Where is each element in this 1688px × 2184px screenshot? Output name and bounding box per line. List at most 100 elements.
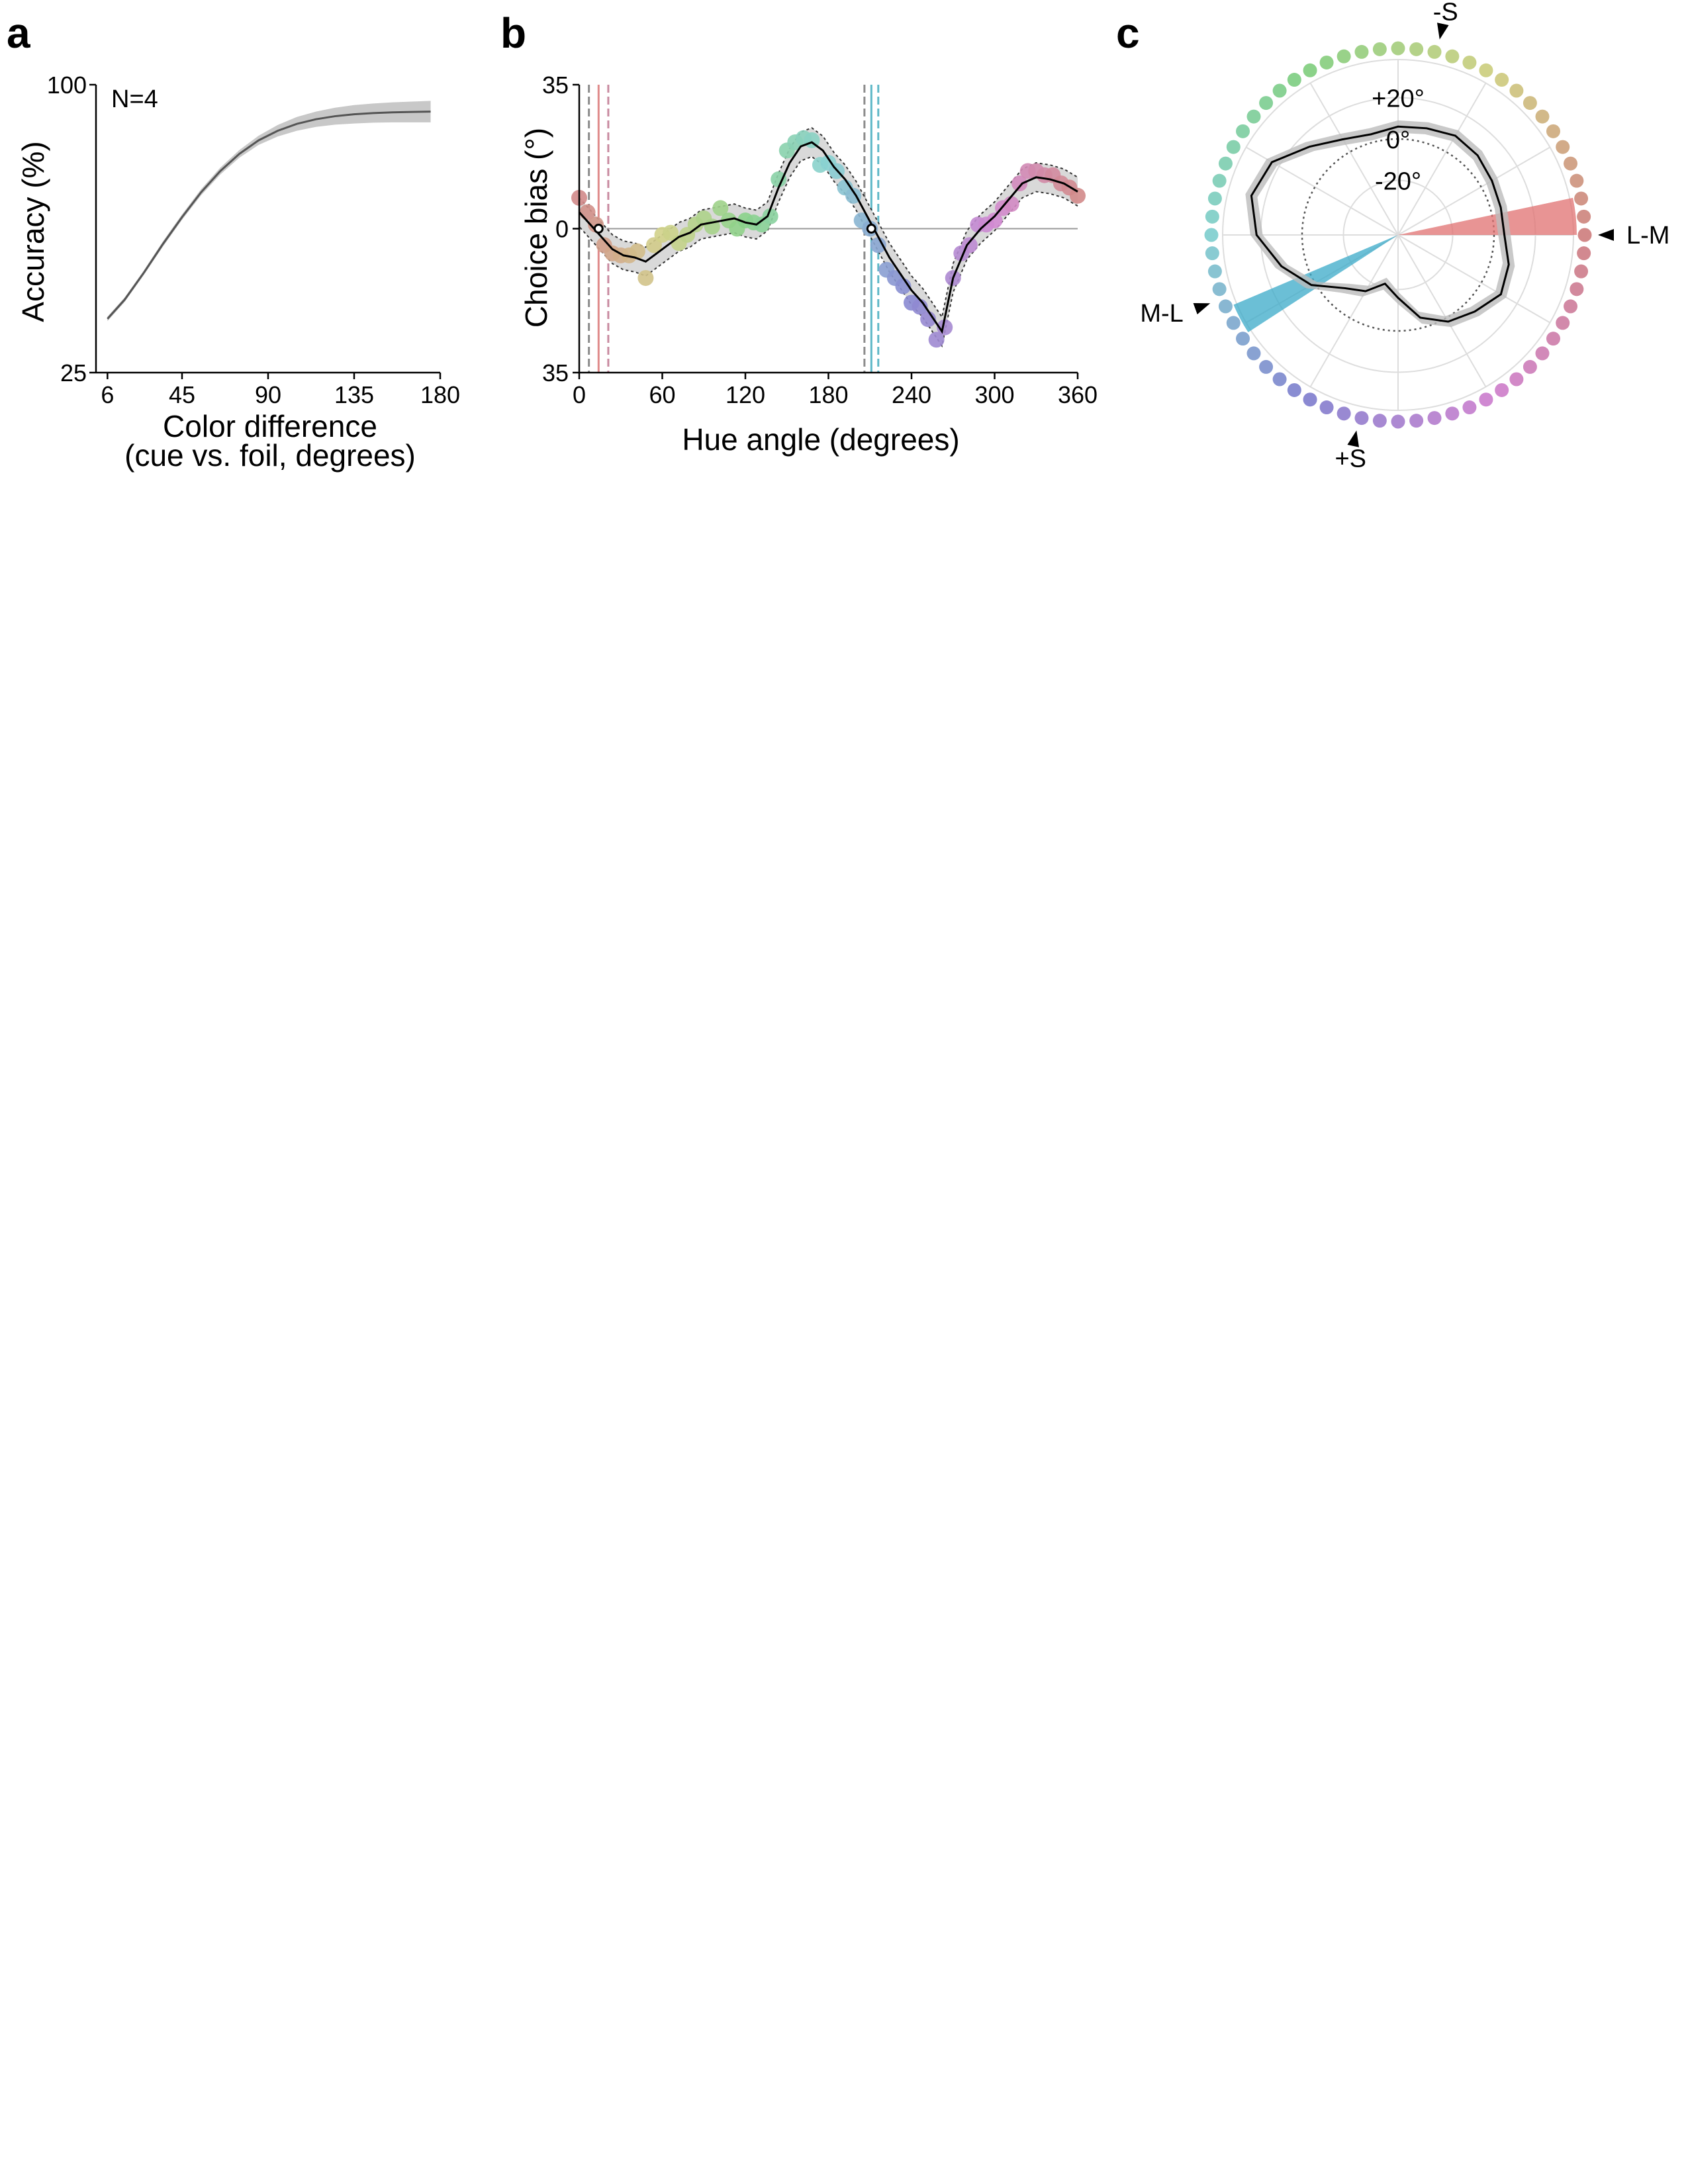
panel-letter-a: a [7, 9, 30, 57]
hue-dot [1207, 191, 1222, 206]
hue-dot [1207, 264, 1222, 279]
polar-spoke [1397, 83, 1487, 236]
hue-dot [1523, 96, 1537, 111]
panel-a-ylabel: Accuracy (%) [16, 141, 50, 322]
hue-dot [1509, 372, 1524, 387]
hue-dot [1204, 228, 1219, 242]
panel-b-ylabel: Choice bias (°) [519, 128, 553, 328]
hue-dot [1259, 359, 1274, 374]
hue-dot [1577, 209, 1591, 224]
hue-dot [1556, 316, 1570, 330]
hue-dot [1319, 55, 1334, 69]
hue-dot [1354, 411, 1369, 426]
x-tick-label: 120 [726, 381, 765, 408]
data-point [637, 270, 654, 287]
panel-a-plot: 6 45 90 135 180 25 100 [47, 71, 460, 408]
hue-dot [1509, 83, 1524, 98]
hue-dot [1479, 392, 1493, 407]
hue-dot [1546, 124, 1560, 138]
bias-band [579, 128, 1078, 346]
hue-dot [1445, 49, 1460, 64]
polar-spoke [1397, 146, 1550, 236]
hue-dot [1535, 109, 1550, 124]
x-tick-label: 0 [573, 381, 586, 408]
direction-arrowhead [1598, 229, 1614, 241]
data-point [986, 212, 1003, 229]
hue-dot [1564, 299, 1578, 314]
hue-dot [1391, 41, 1405, 56]
hue-dot [1495, 383, 1509, 397]
hue-dot [1218, 156, 1233, 171]
axis-wedge [1398, 197, 1577, 235]
direction-label: -S [1433, 0, 1458, 26]
hue-dot [1212, 282, 1227, 296]
x-tick-label: 60 [649, 381, 675, 408]
zero-crossing-marker [866, 224, 876, 234]
panel-letter-b: b [500, 9, 526, 57]
data-point [771, 171, 787, 187]
hue-dot [1427, 411, 1442, 426]
x-tick-label: 45 [169, 381, 195, 408]
hue-dot [1236, 124, 1250, 138]
hue-dot [1218, 299, 1233, 314]
hue-dot [1246, 109, 1261, 124]
zero-crossing-marker [593, 224, 604, 234]
x-tick-label: 180 [420, 381, 460, 408]
y-tick-label: 25 [60, 359, 87, 387]
hue-dot [1409, 42, 1424, 56]
polar-spoke [1309, 234, 1399, 387]
panel-c: c +20° 0° -20° L-M -S M-L +S [1116, 0, 1669, 473]
hue-dot [1577, 228, 1592, 242]
data-point [712, 200, 729, 216]
panel-a-annotation: N=4 [111, 85, 158, 113]
hue-dot [1556, 140, 1570, 154]
hue-dot [1535, 346, 1550, 361]
hue-dot [1577, 246, 1591, 261]
hue-dot [1372, 42, 1387, 56]
direction-label: M-L [1140, 300, 1183, 328]
hue-dot [1226, 140, 1241, 154]
hue-dot [1570, 173, 1584, 188]
x-tick-label: 135 [334, 381, 374, 408]
hue-dot [1462, 400, 1477, 415]
direction-arrowhead [1347, 430, 1360, 447]
polar-spoke [1397, 234, 1550, 324]
hue-dot [1272, 372, 1287, 387]
y-tick-label: 0 [555, 216, 569, 243]
ring-label: +20° [1372, 85, 1425, 113]
hue-dot [1546, 332, 1560, 346]
hue-dot [1212, 173, 1227, 188]
polar-spoke [1309, 83, 1399, 236]
accuracy-line [107, 111, 431, 320]
panel-a-xlabel-line2: (cue vs. foil, degrees) [124, 438, 416, 473]
x-tick-label: 90 [255, 381, 281, 408]
direction-arrowhead [1436, 23, 1449, 40]
panel-a-xlabel-line1: Color difference [163, 409, 377, 443]
hue-dot [1574, 264, 1589, 279]
hue-dot [1205, 246, 1219, 261]
hue-dot [1287, 383, 1301, 397]
hue-dot [1259, 96, 1274, 111]
panel-b-xlabel: Hue angle (degrees) [682, 422, 959, 457]
ring-label: 0° [1386, 126, 1410, 154]
direction-label: +S [1335, 445, 1366, 473]
panel-c-plot: +20° 0° -20° L-M -S M-L +S [1140, 0, 1669, 473]
hue-dot [1479, 63, 1493, 77]
bias-fit-line [578, 141, 1078, 334]
accuracy-band [107, 101, 431, 322]
hue-dot [1372, 414, 1387, 428]
hue-dot [1409, 414, 1424, 428]
data-point [1011, 175, 1028, 192]
y-tick-label: 100 [47, 71, 87, 99]
hue-dot [1303, 63, 1317, 77]
hue-dot [1336, 49, 1351, 64]
data-point [1070, 187, 1086, 204]
polar-spoke [1397, 234, 1487, 387]
hue-dot [1354, 44, 1369, 59]
hue-dot [1272, 83, 1287, 98]
hue-dot [1495, 73, 1509, 87]
data-point [870, 237, 886, 253]
